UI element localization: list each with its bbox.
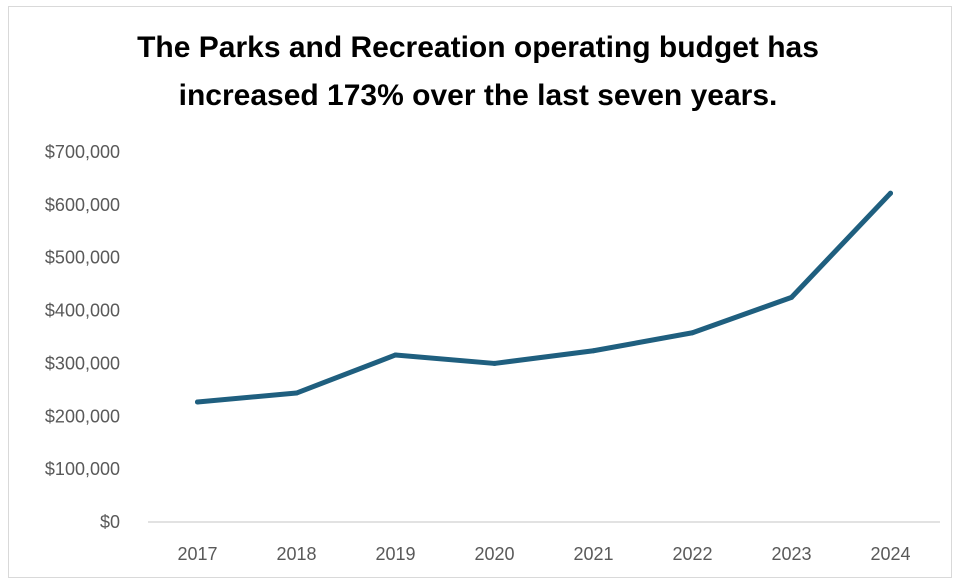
- data-point: [294, 390, 299, 396]
- y-tick-label: $0: [100, 512, 120, 532]
- x-tick-label: 2021: [573, 544, 613, 564]
- x-tick-label: 2018: [276, 544, 316, 564]
- y-tick-label: $100,000: [45, 459, 120, 479]
- x-tick-label: 2017: [177, 544, 217, 564]
- y-tick-label: $600,000: [45, 195, 120, 215]
- x-tick-label: 2019: [375, 544, 415, 564]
- data-point: [591, 348, 596, 354]
- x-tick-label: 2024: [870, 544, 910, 564]
- data-point: [690, 330, 695, 336]
- y-tick-label: $300,000: [45, 353, 120, 373]
- data-point: [393, 352, 398, 358]
- data-point: [195, 399, 200, 405]
- x-tick-label: 2020: [474, 544, 514, 564]
- chart-title: The Parks and Recreation operating budge…: [0, 24, 956, 120]
- data-point: [789, 294, 794, 300]
- data-point: [492, 360, 497, 366]
- x-tick-label: 2022: [672, 544, 712, 564]
- series-line: [195, 190, 893, 405]
- x-tick-label: 2023: [771, 544, 811, 564]
- chart-title-line-1: The Parks and Recreation operating budge…: [137, 31, 819, 64]
- y-tick-label: $700,000: [45, 142, 120, 162]
- data-point: [888, 190, 893, 196]
- y-tick-label: $500,000: [45, 248, 120, 268]
- y-tick-label: $200,000: [45, 406, 120, 426]
- chart-title-line-2: increased 173% over the last seven years…: [178, 79, 778, 112]
- y-tick-label: $400,000: [45, 301, 120, 321]
